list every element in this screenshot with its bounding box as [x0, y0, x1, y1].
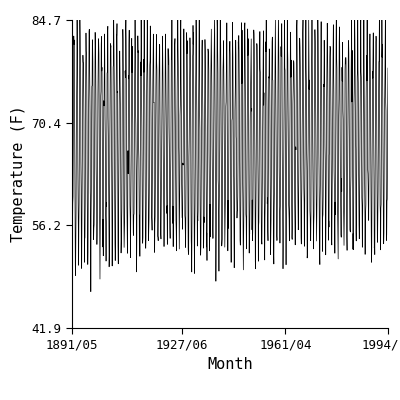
Y-axis label: Temperature (F): Temperature (F) — [11, 106, 26, 242]
X-axis label: Month: Month — [207, 357, 253, 372]
